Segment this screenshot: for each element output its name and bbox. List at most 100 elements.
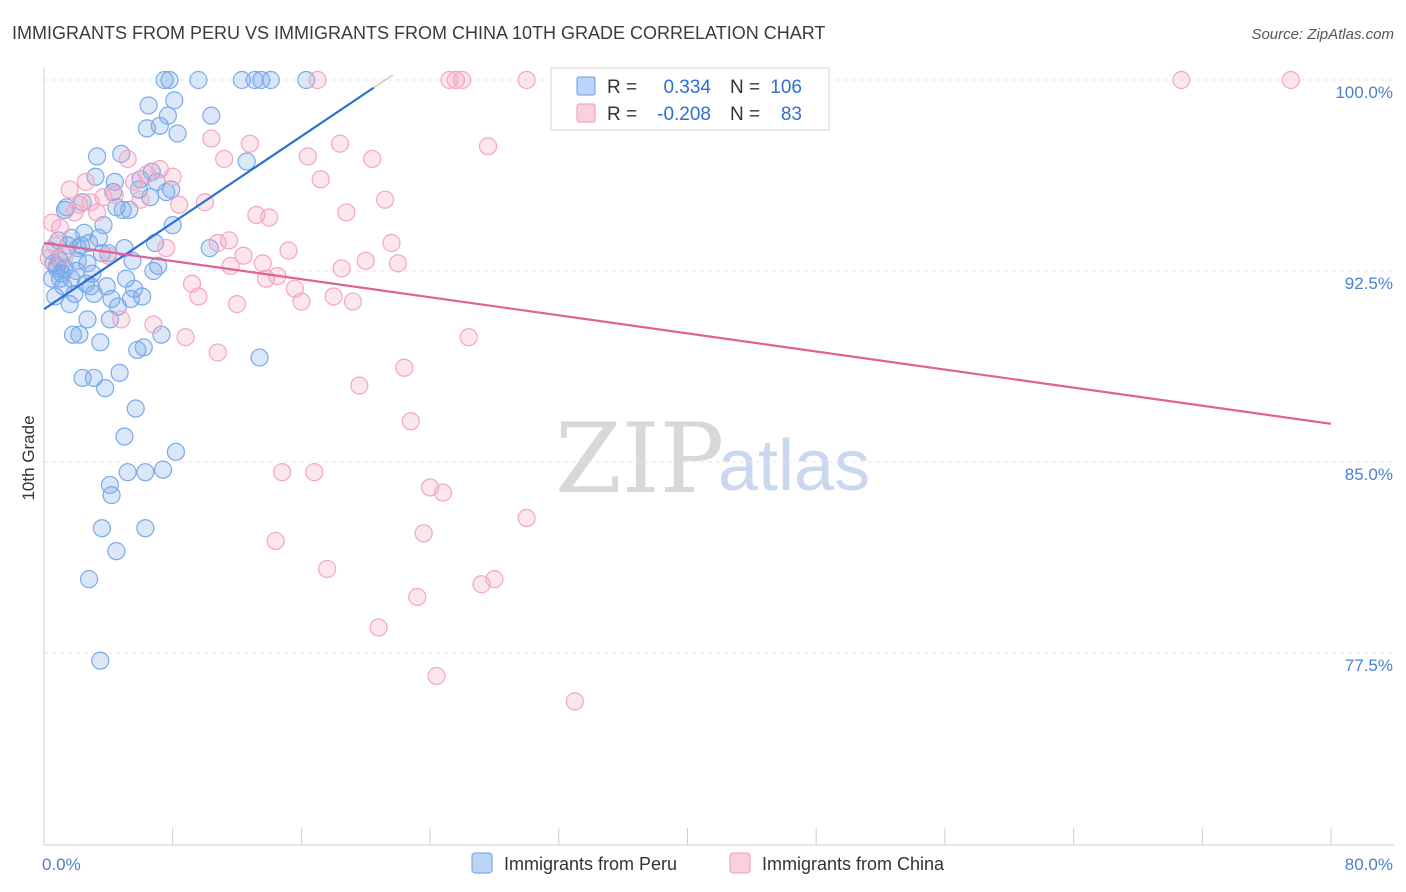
y-tick-label: 92.5% [1345,274,1393,293]
axes [43,68,1394,846]
point-china [76,172,95,191]
point-peru [189,70,208,90]
point-china [170,195,189,214]
point-china [219,231,239,250]
point-china [234,246,253,265]
point-china [375,190,395,209]
point-peru [91,651,110,670]
point-china [453,70,472,90]
point-peru [237,152,256,171]
point-peru [144,261,163,281]
point-peru [166,442,186,461]
point-china [208,343,227,362]
point-peru [134,338,153,357]
legend-n-label-china: N = [730,104,760,125]
legend-swatch-china [576,103,596,123]
y-tick-label: 85.0% [1345,465,1393,484]
point-china [337,203,356,222]
trend-line-peru-extension [373,74,394,89]
point-peru [63,325,83,344]
point-china [433,483,453,502]
point-china [176,328,195,347]
point-china [356,251,375,270]
point-peru [115,427,134,446]
point-peru [121,289,140,309]
point-peru [60,295,79,314]
x-tick-label: 80.0% [1345,855,1393,874]
series-legend-label-peru: Immigrants from Peru [504,854,677,874]
point-china [1281,70,1300,90]
chart-source: Source: ZipAtlas.com [1251,26,1394,43]
point-peru [252,70,271,90]
point-china [388,254,408,273]
point-peru [78,254,97,273]
point-china [55,246,75,265]
point-peru [153,460,173,479]
point-peru [110,363,129,382]
point-china [330,134,350,153]
point-china [478,137,498,156]
point-china [240,134,260,153]
series-legend-swatch-china [729,852,751,874]
point-peru [126,399,145,418]
point-peru [107,542,126,561]
series-legend: Immigrants from Peru Immigrants from Chi… [471,852,945,874]
legend-r-label-peru: R = [607,77,637,98]
point-peru [79,570,99,589]
point-peru [113,200,132,219]
legend-r-value-peru: 0.334 [663,77,711,98]
point-china [118,149,137,169]
point-peru [168,124,187,143]
point-china [260,208,279,227]
point-peru [149,256,168,276]
stats-legend: R = 0.334 N = 106 R = -0.208 N = 83 [550,67,830,131]
point-china [459,328,478,347]
legend-n-value-china: 83 [781,104,802,125]
point-peru [158,106,177,125]
point-peru [102,289,121,309]
y-tick-label: 77.5% [1345,656,1393,675]
point-peru [120,200,139,219]
y-tick-label: 100.0% [1335,83,1393,102]
watermark: ZIP atlas [555,403,870,515]
point-china [343,292,362,311]
point-peru [157,182,176,202]
point-china [308,70,327,90]
point-china [266,531,285,551]
point-peru [133,287,152,306]
point-peru [160,70,179,90]
point-china [298,147,317,166]
point-peru [87,147,107,166]
point-peru [202,106,221,125]
point-peru [165,91,184,110]
point-peru [92,519,112,538]
watermark-zip: ZIP [555,403,724,515]
point-peru [245,70,264,90]
point-china [311,170,330,189]
point-china [105,185,124,204]
point-peru [102,486,121,505]
point-china [215,149,234,169]
point-china [50,218,70,237]
point-china [332,259,351,278]
point-china [163,167,182,186]
stats-legend-box [550,67,830,131]
x-tick-label: 0.0% [42,855,81,874]
point-china [87,203,107,222]
point-peru [105,172,124,191]
point-peru [73,368,92,388]
series-legend-swatch-peru [471,852,493,874]
point-china [272,463,292,482]
point-peru [155,70,174,90]
scatter-points [39,70,1300,711]
point-china [70,195,89,214]
point-china [208,233,227,253]
point-china [363,149,382,169]
point-china [189,287,208,306]
point-peru [79,233,99,253]
point-peru [232,70,251,90]
point-china [517,508,536,528]
point-china [395,358,414,377]
trend-line-china [43,241,1332,425]
